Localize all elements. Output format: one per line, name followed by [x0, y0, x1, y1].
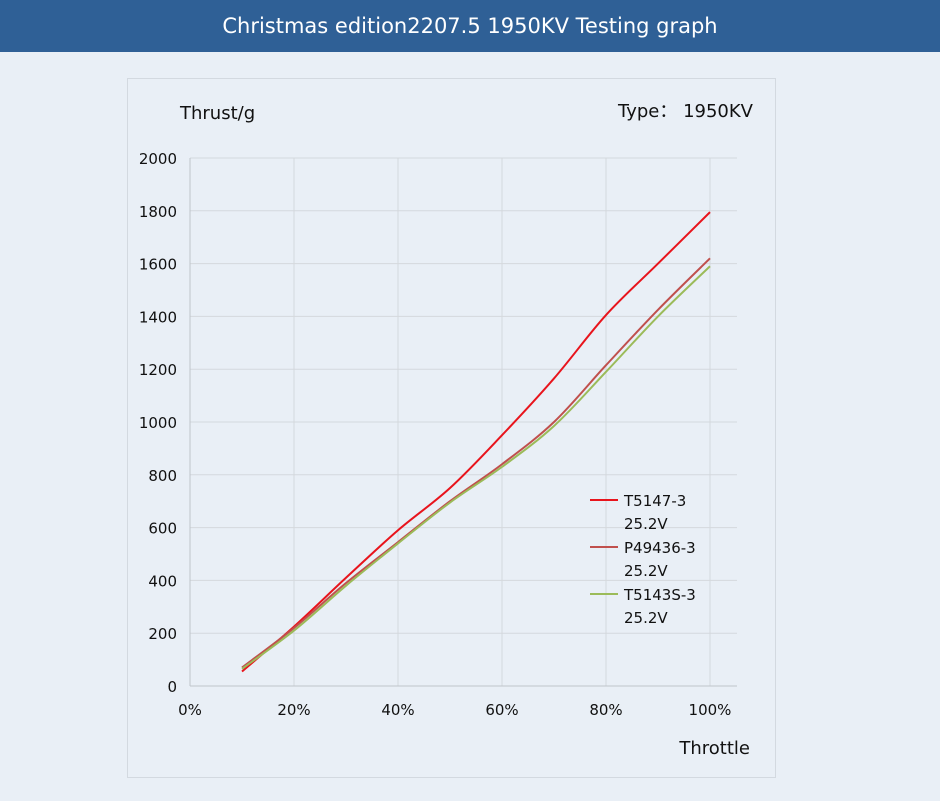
legend-label-2: 25.2V: [624, 562, 668, 580]
axes: 0 200 400 600 800 1000 1200 1400 1600 1800 2000 0% 2…: [139, 150, 737, 719]
chart-panel: [127, 78, 776, 778]
legend-label-2: P49436-3: [624, 539, 696, 557]
x-tick-label: 100%: [689, 701, 732, 719]
y-tick-label: 600: [148, 520, 177, 538]
series-lines: [241, 211, 711, 673]
y-tick-label: 2000: [139, 150, 177, 168]
x-tick-label: 40%: [381, 701, 414, 719]
y-tick-label: 1800: [139, 203, 177, 221]
legend-label-3: 25.2V: [624, 609, 668, 627]
page-header: Christmas edition2207.5 1950KV Testing g…: [0, 0, 940, 52]
y-tick-label: 400: [148, 572, 177, 590]
legend-label-3: T5143S-3: [623, 586, 696, 604]
y-tick-label: 1600: [139, 256, 177, 274]
x-tick-label: 80%: [589, 701, 622, 719]
y-tick-label: 800: [148, 467, 177, 485]
grid: [190, 157, 737, 686]
legend-label-1: T5147-3: [623, 492, 686, 510]
y-tick-label: 200: [148, 625, 177, 643]
y-axis-label: Thrust/g: [179, 103, 255, 124]
series-line-3: [241, 265, 711, 670]
y-tick-label: 1400: [139, 308, 177, 326]
page-title: Christmas edition2207.5 1950KV Testing g…: [222, 14, 718, 38]
series-line-1: [241, 211, 711, 673]
legend: T5147-3 25.2V P49436-3 25.2V T5143S-3 25.2V: [590, 492, 696, 627]
y-tick-label: 1000: [139, 414, 177, 432]
y-tick-label: 0: [167, 678, 177, 696]
type-label: Type： 1950KV: [617, 101, 754, 122]
x-tick-label: 60%: [485, 701, 518, 719]
y-tick-label: 1200: [139, 361, 177, 379]
x-axis-label: Throttle: [678, 738, 750, 759]
legend-label-1: 25.2V: [624, 515, 668, 533]
x-tick-label: 20%: [277, 701, 310, 719]
series-line-2: [241, 257, 711, 669]
x-tick-label: 0%: [178, 701, 202, 719]
